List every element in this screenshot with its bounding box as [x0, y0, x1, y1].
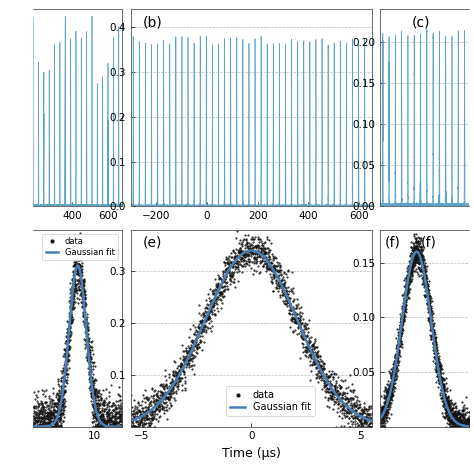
Gaussian fit: [417, 252, 422, 258]
Gaussian fit: [386, 394, 392, 400]
data: [318, 369, 323, 374]
data: [260, 222, 266, 228]
Gaussian fit: [293, 315, 299, 321]
data: [117, 424, 123, 429]
Gaussian fit: [30, 424, 36, 429]
Text: (f): (f): [384, 236, 401, 250]
data: [119, 414, 125, 420]
Gaussian fit: [100, 421, 106, 427]
data: [362, 419, 368, 424]
data: [362, 418, 368, 424]
data: [140, 392, 146, 398]
Gaussian fit: [101, 422, 107, 428]
data: [421, 263, 427, 269]
Gaussian fit: [414, 249, 419, 255]
Text: (e): (e): [143, 236, 162, 250]
X-axis label: Time (μs): Time (μs): [222, 447, 281, 460]
data: [419, 258, 424, 264]
Gaussian fit: [225, 268, 231, 274]
Line: data: data: [130, 224, 373, 427]
data: [100, 419, 106, 425]
Line: Gaussian fit: Gaussian fit: [380, 252, 469, 426]
Text: (f): (f): [420, 236, 436, 250]
Gaussian fit: [91, 400, 97, 405]
Gaussian fit: [39, 424, 45, 429]
Gaussian fit: [70, 291, 75, 297]
data: [413, 226, 419, 231]
Text: (b): (b): [143, 15, 163, 29]
Line: data: data: [33, 227, 123, 427]
Line: Gaussian fit: Gaussian fit: [131, 251, 372, 421]
Gaussian fit: [75, 263, 81, 268]
Gaussian fit: [466, 423, 472, 429]
data: [382, 395, 388, 401]
data: [447, 421, 453, 427]
data: [71, 276, 77, 282]
data: [76, 225, 82, 231]
data: [466, 419, 472, 425]
Text: (c): (c): [411, 15, 430, 29]
Line: data: data: [380, 228, 470, 427]
Gaussian fit: [128, 418, 134, 424]
data: [369, 412, 374, 418]
Gaussian fit: [66, 326, 72, 331]
Gaussian fit: [413, 249, 419, 255]
Gaussian fit: [248, 248, 254, 254]
Gaussian fit: [377, 416, 383, 422]
Gaussian fit: [234, 256, 240, 262]
data: [377, 410, 383, 415]
Gaussian fit: [119, 424, 125, 429]
Gaussian fit: [153, 404, 158, 410]
data: [464, 417, 470, 422]
Gaussian fit: [447, 410, 453, 416]
Gaussian fit: [438, 383, 444, 388]
data: [30, 424, 36, 429]
data: [245, 258, 251, 264]
Gaussian fit: [369, 418, 374, 424]
data: [464, 424, 470, 429]
data: [35, 424, 41, 429]
Gaussian fit: [448, 413, 454, 419]
Gaussian fit: [320, 372, 326, 378]
Gaussian fit: [316, 364, 322, 370]
data: [73, 251, 79, 257]
data: [117, 411, 123, 417]
data: [239, 239, 245, 245]
data: [378, 424, 383, 429]
data: [128, 424, 134, 429]
Line: Gaussian fit: Gaussian fit: [33, 265, 122, 427]
Legend: data, Gaussian fit: data, Gaussian fit: [227, 386, 315, 416]
Legend: data, Gaussian fit: data, Gaussian fit: [42, 234, 118, 260]
